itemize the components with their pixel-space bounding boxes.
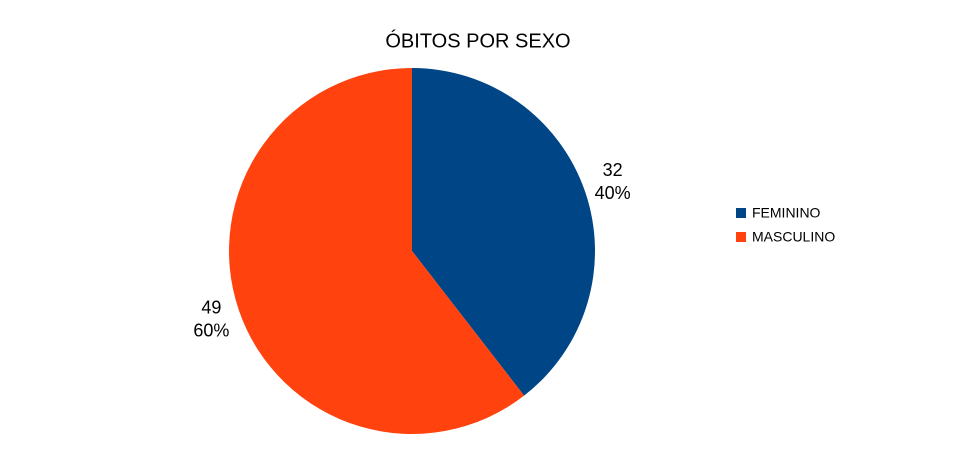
pie-slice — [228, 68, 525, 434]
value-label: 32 — [603, 160, 623, 180]
legend-label: MASCULINO — [752, 229, 835, 245]
percent-label: 60% — [193, 320, 229, 340]
chart-title: ÓBITOS POR SEXO — [385, 29, 570, 52]
percent-label: 40% — [595, 183, 631, 203]
legend-swatch — [736, 232, 746, 242]
legend-label: FEMININO — [752, 205, 821, 221]
legend-swatch — [736, 208, 746, 218]
pie-slice — [412, 68, 595, 396]
value-label: 49 — [201, 297, 221, 317]
